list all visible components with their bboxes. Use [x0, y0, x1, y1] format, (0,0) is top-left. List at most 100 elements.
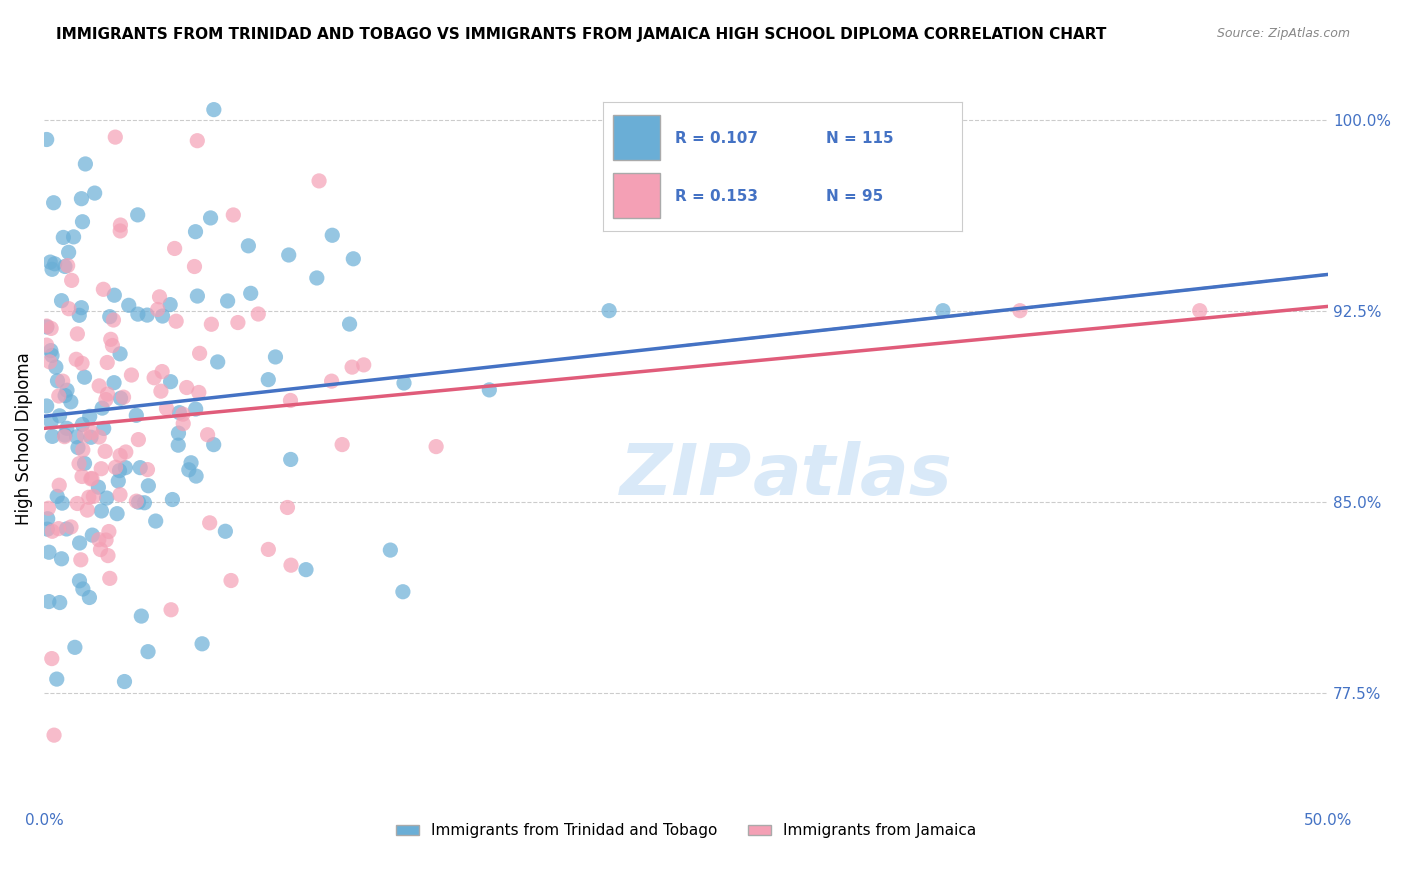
Point	[89, 542, 111, 557]
Point	[93, 282, 115, 296]
Point	[162, 492, 184, 507]
Point	[51, 551, 73, 566]
Point	[80, 471, 103, 485]
Point	[60, 273, 83, 287]
Point	[155, 401, 177, 416]
Point	[55, 522, 77, 536]
Point	[96, 355, 118, 369]
Point	[127, 307, 149, 321]
Point	[167, 438, 190, 452]
Point	[108, 464, 131, 478]
Point	[152, 309, 174, 323]
Text: atlas: atlas	[754, 441, 953, 509]
Point	[75, 157, 97, 171]
Point	[149, 384, 172, 399]
Point	[70, 192, 93, 206]
Point	[73, 428, 96, 442]
Point	[103, 376, 125, 390]
Point	[377, 813, 399, 827]
Point	[136, 645, 159, 659]
Point	[89, 379, 111, 393]
Point	[66, 496, 89, 510]
Text: Source: ZipAtlas.com: Source: ZipAtlas.com	[1216, 27, 1350, 40]
Point	[69, 574, 91, 588]
Point	[69, 536, 91, 550]
Point	[35, 319, 58, 334]
Point	[321, 374, 343, 388]
Point	[80, 472, 103, 486]
Point	[73, 457, 96, 471]
Point	[46, 374, 69, 388]
Point	[167, 426, 190, 441]
Point	[276, 500, 298, 515]
Point	[380, 543, 402, 558]
Point	[45, 360, 67, 375]
Point	[105, 507, 128, 521]
Point	[98, 310, 121, 324]
Point	[41, 349, 63, 363]
Point	[53, 428, 76, 442]
Point	[239, 286, 262, 301]
Point	[98, 571, 121, 585]
Point	[41, 524, 63, 539]
Point	[59, 520, 82, 534]
Point	[103, 313, 125, 327]
Point	[112, 390, 135, 404]
Point	[44, 257, 66, 271]
Point	[41, 262, 63, 277]
Point	[187, 385, 209, 400]
Point	[103, 288, 125, 302]
Point	[38, 355, 60, 369]
Point	[114, 674, 136, 689]
Point	[63, 640, 86, 655]
Point	[198, 516, 221, 530]
Point	[56, 259, 79, 273]
Point	[94, 444, 117, 458]
Point	[38, 545, 60, 559]
Point	[219, 574, 242, 588]
Point	[76, 503, 98, 517]
Point	[82, 490, 104, 504]
Point	[226, 316, 249, 330]
Point	[48, 478, 70, 492]
Point	[35, 338, 58, 352]
Point	[342, 252, 364, 266]
Point	[56, 383, 79, 397]
Point	[42, 728, 65, 742]
Point	[1008, 303, 1031, 318]
Point	[94, 392, 117, 407]
Point	[83, 186, 105, 200]
Point	[80, 430, 103, 444]
Point	[128, 495, 150, 509]
Point	[100, 332, 122, 346]
Point	[51, 293, 73, 308]
Point	[52, 374, 75, 388]
Point	[114, 460, 136, 475]
Point	[305, 271, 328, 285]
Point	[339, 317, 361, 331]
Point	[94, 533, 117, 547]
Point	[35, 399, 58, 413]
Point	[101, 338, 124, 352]
Point	[200, 318, 222, 332]
Point	[62, 230, 84, 244]
Point	[48, 389, 70, 403]
Point	[110, 391, 132, 405]
Point	[77, 490, 100, 504]
Point	[197, 427, 219, 442]
Point	[58, 245, 80, 260]
Point	[598, 303, 620, 318]
Point	[247, 307, 270, 321]
Point	[48, 409, 70, 423]
Point	[280, 393, 302, 408]
Point	[131, 609, 153, 624]
Point	[70, 469, 93, 483]
Point	[110, 218, 132, 232]
Point	[53, 430, 76, 444]
Point	[125, 494, 148, 508]
Point	[191, 637, 214, 651]
Point	[159, 297, 181, 311]
Point	[79, 591, 101, 605]
Point	[127, 433, 149, 447]
Point	[186, 134, 208, 148]
